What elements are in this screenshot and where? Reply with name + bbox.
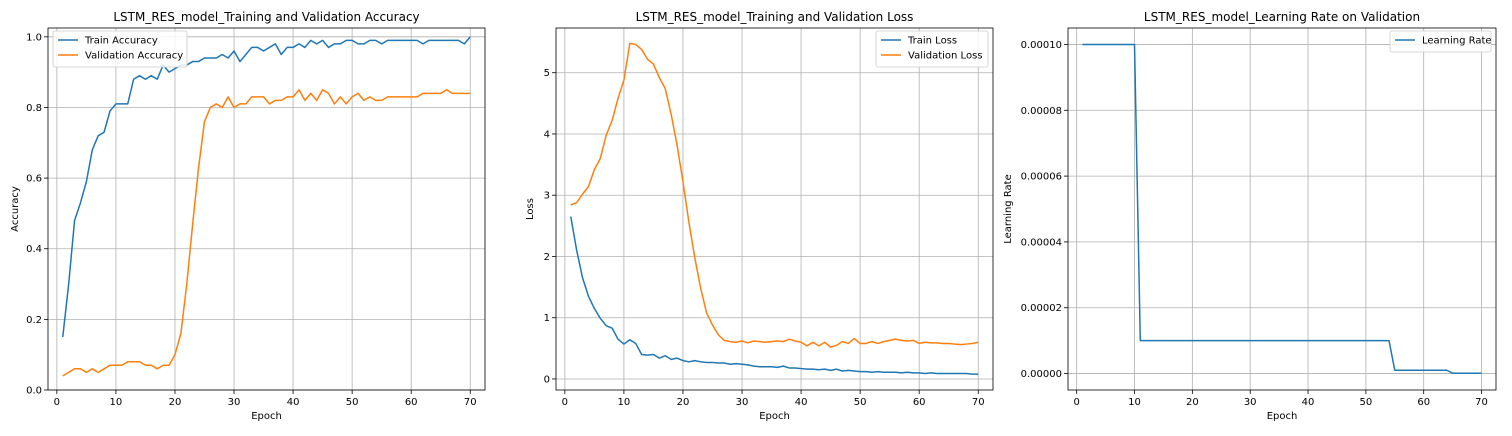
legend-label: Train Loss (907, 36, 957, 47)
y-tick-label: 3 (544, 191, 550, 202)
chart-title: LSTM_RES_model_Training and Validation A… (113, 10, 419, 24)
y-tick-label: 0.00000 (1021, 369, 1062, 380)
x-tick-label: 20 (169, 397, 182, 408)
y-tick-label: 0.00008 (1021, 106, 1062, 117)
x-tick-label: 60 (913, 397, 926, 408)
y-axis-label: Learning Rate (1003, 174, 1014, 244)
y-axis-label: Loss (525, 198, 536, 220)
x-tick-label: 20 (1186, 397, 1199, 408)
y-tick-label: 0.4 (26, 244, 42, 255)
legend: Train Loss Validation Loss (875, 30, 989, 68)
x-tick-label: 0 (54, 397, 60, 408)
axes-frame (1067, 27, 1497, 391)
x-axis-label: Epoch (759, 411, 790, 422)
y-tick-label: 1 (544, 313, 550, 324)
legend-label: Validation Loss (908, 51, 983, 62)
x-tick-label: 50 (854, 397, 867, 408)
x-tick-label: 40 (287, 397, 300, 408)
x-tick-label: 60 (405, 397, 418, 408)
x-tick-label: 70 (972, 397, 985, 408)
series-line-learning-rate (1082, 43, 1482, 374)
y-tick-label: 2 (544, 252, 550, 263)
x-tick-label: 50 (346, 397, 359, 408)
legend-box (52, 30, 188, 68)
y-tick-label: 0.2 (26, 315, 42, 326)
x-tick-label: 30 (736, 397, 749, 408)
x-tick-label: 10 (618, 397, 631, 408)
x-tick-label: 30 (1244, 397, 1257, 408)
y-tick-label: 1.0 (26, 32, 42, 43)
y-tick-label: 0.0 (26, 386, 42, 397)
subplot-3: 0 10 20 30 40 50 60 70 0.00000 0.00002 0.00004 0.00… (1003, 10, 1497, 422)
legend-box (1389, 30, 1492, 53)
series-line-validation-accuracy (62, 89, 471, 377)
x-tick-label: 70 (1475, 397, 1488, 408)
axes-frame (555, 27, 994, 391)
legend-label: Learning Rate (1422, 36, 1492, 47)
y-tick-label: 0 (544, 374, 550, 385)
x-tick-label: 30 (228, 397, 241, 408)
series-line-train-loss (570, 216, 979, 375)
chart-title: LSTM_RES_model_Training and Validation L… (636, 10, 914, 24)
y-tick-label: 0.00006 (1021, 172, 1062, 183)
series-line-train-accuracy (62, 36, 471, 338)
legend-label: Validation Accuracy (85, 51, 183, 62)
y-tick-label: 0.6 (26, 174, 42, 185)
subplot-1: 0 10 20 30 40 50 60 70 0.0 0.2 0.4 0.6 0.8 1.0 LSTM_RE… (10, 10, 486, 422)
y-tick-label: 0.00002 (1021, 303, 1062, 314)
x-tick-label: 60 (1417, 397, 1430, 408)
series-line-validation-loss (570, 42, 979, 348)
x-axis-label: Epoch (251, 411, 282, 422)
x-tick-label: 20 (677, 397, 690, 408)
y-axis-label: Accuracy (10, 186, 21, 232)
legend: Train Accuracy Validation Accuracy (52, 30, 188, 68)
x-tick-label: 10 (1128, 397, 1141, 408)
y-tick-label: 5 (544, 68, 550, 79)
x-tick-label: 50 (1359, 397, 1372, 408)
x-axis-label: Epoch (1267, 411, 1298, 422)
x-tick-label: 40 (1302, 397, 1315, 408)
legend-box (875, 30, 989, 68)
y-tick-label: 0.00004 (1021, 237, 1062, 248)
axes-frame (47, 27, 486, 391)
subplot-2: 0 10 20 30 40 50 60 70 0 1 2 3 4 5 LSTM_RES_model_Trai… (525, 10, 994, 422)
x-tick-label: 0 (562, 397, 568, 408)
legend: Learning Rate (1389, 30, 1492, 53)
y-tick-label: 0.8 (26, 103, 42, 114)
x-tick-label: 10 (110, 397, 123, 408)
y-tick-label: 0.00010 (1021, 40, 1062, 51)
chart-title: LSTM_RES_model_Learning Rate on Validati… (1144, 10, 1420, 24)
x-tick-label: 40 (795, 397, 808, 408)
legend-label: Train Accuracy (84, 36, 158, 47)
x-tick-label: 0 (1073, 397, 1079, 408)
x-tick-label: 70 (464, 397, 477, 408)
y-tick-label: 4 (544, 129, 550, 140)
